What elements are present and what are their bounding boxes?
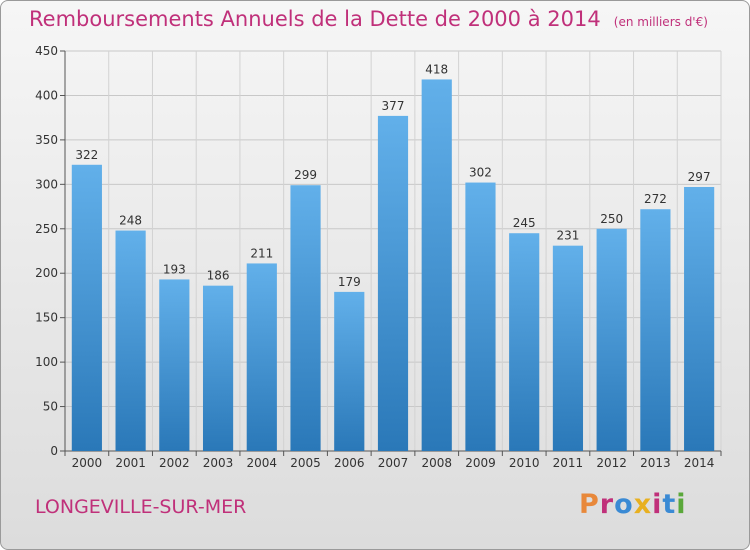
data-label: 299 (294, 168, 317, 182)
x-tick-label: 2003 (203, 456, 234, 470)
data-label: 418 (425, 62, 448, 76)
x-tick-label: 2010 (509, 456, 540, 470)
logo-letter: i (652, 489, 663, 520)
bar[interactable] (377, 115, 409, 451)
bar[interactable] (552, 245, 584, 451)
data-label: 186 (207, 269, 230, 283)
bar[interactable] (290, 185, 321, 451)
x-tick-label: 2009 (465, 456, 496, 470)
bar[interactable] (202, 285, 234, 451)
y-tick-label: 250 (35, 222, 58, 236)
data-label: 377 (382, 99, 405, 113)
bar[interactable] (71, 164, 102, 451)
bar[interactable] (421, 79, 452, 451)
proxiti-logo[interactable]: Proxiti (579, 489, 687, 520)
x-tick-label: 2013 (640, 456, 671, 470)
x-tick-label: 2004 (247, 456, 278, 470)
data-label: 250 (600, 212, 623, 226)
y-tick-label: 300 (35, 177, 58, 191)
y-tick-label: 50 (43, 400, 58, 414)
data-label: 248 (119, 214, 142, 228)
data-label: 179 (338, 275, 361, 289)
bar[interactable] (115, 230, 146, 451)
x-tick-label: 2011 (553, 456, 584, 470)
logo-letter: x (633, 489, 653, 520)
bar[interactable] (465, 182, 496, 452)
x-tick-label: 2007 (378, 456, 409, 470)
bar[interactable] (640, 209, 671, 451)
bar[interactable] (596, 228, 627, 451)
data-label: 245 (513, 216, 536, 230)
data-label: 272 (644, 192, 667, 206)
chart-unit: (en milliers d'€) (613, 15, 708, 29)
data-label: 211 (250, 246, 273, 260)
x-tick-label: 2012 (596, 456, 627, 470)
y-tick-label: 400 (35, 88, 58, 102)
bar[interactable] (509, 233, 540, 451)
y-tick-label: 200 (35, 266, 58, 280)
x-tick-label: 2014 (684, 456, 715, 470)
y-tick-label: 150 (35, 311, 58, 325)
x-tick-label: 2002 (159, 456, 190, 470)
bar[interactable] (159, 279, 190, 451)
labels: 0 50 100 150 200 250 300 350 400 450 322 2000 248 200… (35, 44, 714, 470)
logo-letter: P (579, 489, 600, 520)
x-tick-label: 2008 (421, 456, 452, 470)
bar[interactable] (246, 263, 277, 451)
data-label: 302 (469, 166, 492, 180)
logo-letter: o (614, 489, 634, 520)
data-label: 297 (688, 170, 711, 184)
y-tick-label: 100 (35, 355, 58, 369)
y-tick-label: 450 (35, 44, 58, 58)
chart-title-text: Remboursements Annuels de la Dette de 20… (29, 7, 601, 31)
bar[interactable] (684, 187, 715, 451)
chart-title: Remboursements Annuels de la Dette de 20… (29, 7, 708, 31)
place-name: LONGEVILLE-SUR-MER (35, 496, 247, 518)
x-tick-label: 2006 (334, 456, 365, 470)
bars (71, 79, 715, 452)
y-tick-label: 350 (35, 133, 58, 147)
y-tick-label: 0 (50, 444, 58, 458)
x-tick-label: 2005 (290, 456, 321, 470)
data-label: 322 (75, 148, 98, 162)
data-label: 193 (163, 262, 186, 276)
logo-letter: r (599, 489, 615, 520)
x-tick-label: 2001 (115, 456, 146, 470)
bar[interactable] (334, 291, 365, 451)
x-tick-label: 2000 (72, 456, 103, 470)
logo-letter: i (676, 489, 687, 520)
logo-letter: t (662, 489, 677, 520)
data-label: 231 (556, 229, 579, 243)
